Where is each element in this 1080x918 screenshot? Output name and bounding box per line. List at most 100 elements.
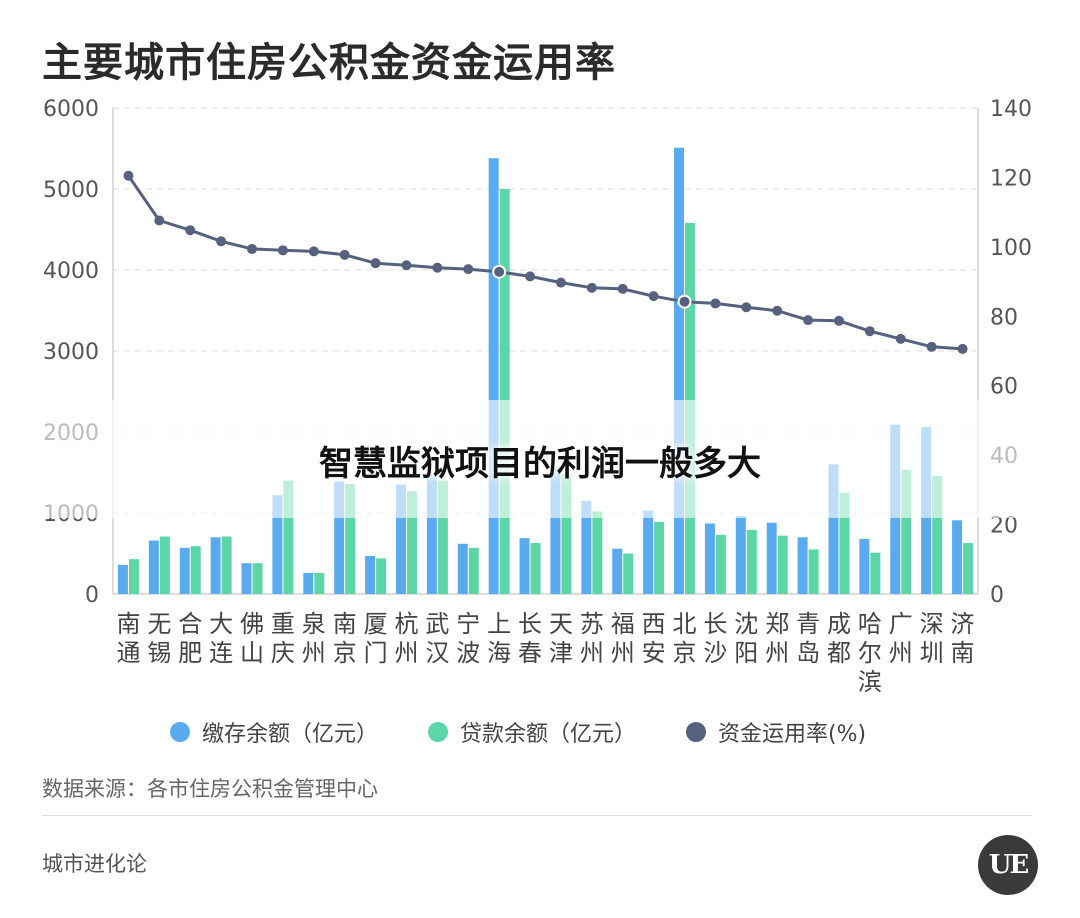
x-tick-label-char: 合 xyxy=(178,610,202,638)
bar-loan xyxy=(437,480,448,594)
x-tick-label-char: 海 xyxy=(487,639,511,667)
x-tick-label-char: 武 xyxy=(425,610,449,638)
bar-loan xyxy=(530,542,541,594)
rate-point xyxy=(555,277,566,288)
rate-point xyxy=(864,326,875,337)
x-tick-label-char: 州 xyxy=(765,639,789,667)
bar-loan xyxy=(808,549,819,594)
x-tick-label-char: 南 xyxy=(951,639,975,667)
x-tick-label-char: 沙 xyxy=(703,639,727,667)
bar-deposit xyxy=(643,510,654,594)
bar-loan xyxy=(221,536,232,594)
rate-point xyxy=(895,333,906,344)
x-tick-label-char: 圳 xyxy=(920,639,944,667)
bar-deposit xyxy=(334,481,345,594)
y-right-tick-label: 0 xyxy=(990,583,1004,608)
bar-deposit xyxy=(550,466,561,594)
x-tick-label-char: 济 xyxy=(951,610,975,638)
rate-point xyxy=(339,249,350,260)
x-tick-label-char: 上 xyxy=(487,610,511,638)
bar-deposit xyxy=(457,543,468,594)
rate-point xyxy=(586,282,597,293)
bar-deposit xyxy=(426,474,437,594)
bar-deposit xyxy=(766,522,777,594)
y-left-tick-label: 3000 xyxy=(43,340,99,365)
x-tick-label-char: 郑 xyxy=(765,610,789,638)
x-tick-label-char: 州 xyxy=(394,639,418,667)
x-tick-label-char: 佛 xyxy=(240,610,264,638)
bar-loan xyxy=(592,511,603,594)
x-tick-label-char: 苏 xyxy=(580,610,604,638)
chart-legend: 缴存余额（亿元） 贷款余额（亿元） 资金运用率(%) xyxy=(170,716,866,748)
bar-loan xyxy=(746,530,757,594)
chart-area: 0100020003000400050006000020406080100120… xyxy=(43,97,1032,696)
x-tick-label-char: 青 xyxy=(796,610,820,638)
rate-point xyxy=(123,170,134,181)
x-tick-label-char: 福 xyxy=(611,610,635,638)
x-tick-label-char: 滨 xyxy=(858,668,882,696)
bar-deposit xyxy=(797,537,808,594)
legend-deposit-label: 缴存余额（亿元） xyxy=(202,722,379,747)
x-tick-label-char: 津 xyxy=(549,639,573,667)
bar-loan xyxy=(283,480,294,594)
rate-point xyxy=(957,343,968,354)
rate-point xyxy=(772,305,783,316)
rate-point xyxy=(216,236,227,247)
legend-rate-label: 资金运用率(%) xyxy=(718,722,867,747)
y-right-tick-label: 80 xyxy=(990,305,1018,330)
legend-loan-label: 贷款余额（亿元） xyxy=(460,722,637,747)
x-tick-label-char: 西 xyxy=(642,610,666,638)
bar-loan xyxy=(128,559,139,594)
x-tick-label-char: 阳 xyxy=(734,639,758,667)
bar-loan xyxy=(345,483,356,594)
y-left-tick-label: 5000 xyxy=(43,178,99,203)
rate-point xyxy=(492,264,507,279)
chart-title: 主要城市住房公积金资金运用率 xyxy=(42,40,616,86)
x-tick-label-char: 山 xyxy=(240,639,264,667)
bar-loan xyxy=(468,547,479,594)
bar-loan xyxy=(561,474,572,594)
x-tick-label-char: 都 xyxy=(827,639,851,667)
y-left-tick-label: 0 xyxy=(85,583,99,608)
brand-name: 城市进化论 xyxy=(42,852,147,876)
bar-loan xyxy=(901,470,912,594)
x-tick-label-char: 通 xyxy=(116,639,140,667)
bar-deposit xyxy=(117,564,128,594)
rate-point xyxy=(370,258,381,269)
x-tick-label-char: 南 xyxy=(116,610,140,638)
y-right-tick-label: 60 xyxy=(990,375,1018,400)
x-tick-label-char: 京 xyxy=(333,639,357,667)
bar-deposit xyxy=(674,147,685,594)
x-tick-label-char: 天 xyxy=(549,610,573,638)
bar-loan xyxy=(499,189,510,594)
bar-loan xyxy=(715,534,726,594)
bar-loan xyxy=(314,572,325,594)
x-tick-label-char: 波 xyxy=(456,639,480,667)
bar-loan xyxy=(623,553,634,594)
legend-deposit-swatch xyxy=(170,722,190,742)
rate-point xyxy=(432,262,443,273)
overlay-headline: 智慧监狱项目的利润一般多大 xyxy=(319,444,761,484)
bar-loan xyxy=(376,558,387,594)
bar-deposit xyxy=(303,572,314,594)
rate-point xyxy=(648,291,659,302)
bar-loan xyxy=(963,542,974,594)
x-tick-label-char: 广 xyxy=(889,610,913,638)
x-tick-label-char: 安 xyxy=(642,639,666,667)
x-tick-label-char: 南 xyxy=(333,610,357,638)
rate-point xyxy=(833,315,844,326)
bar-deposit xyxy=(828,464,839,594)
bar-loan xyxy=(654,521,665,594)
rate-point xyxy=(463,264,474,275)
x-tick-label-char: 深 xyxy=(920,610,944,638)
x-tick-label-char: 州 xyxy=(611,639,635,667)
bar-deposit xyxy=(519,538,530,594)
bar-loan xyxy=(932,475,943,594)
rate-point xyxy=(741,302,752,313)
x-tick-label-char: 锡 xyxy=(147,639,171,667)
bar-loan xyxy=(252,563,263,594)
legend-item-deposit: 缴存余额（亿元） xyxy=(170,716,378,748)
bar-loan xyxy=(159,536,170,594)
bar-deposit xyxy=(488,158,499,594)
x-tick-label-char: 汉 xyxy=(425,639,449,667)
